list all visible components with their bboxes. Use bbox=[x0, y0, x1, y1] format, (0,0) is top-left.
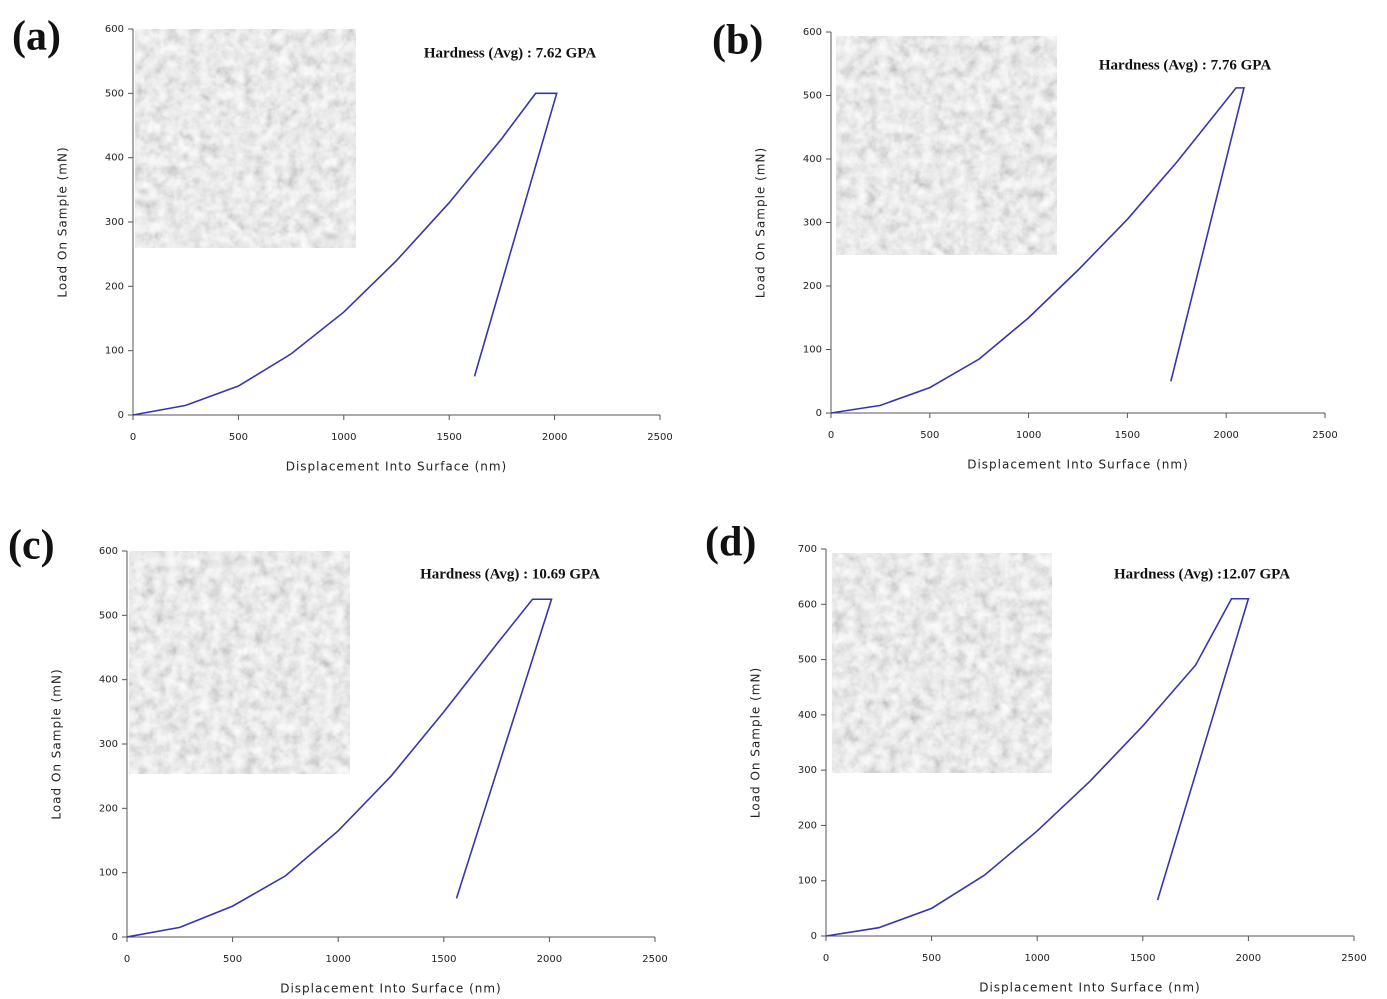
load-curve bbox=[825, 597, 1250, 937]
x-tick-label: 2500 bbox=[1341, 953, 1366, 964]
x-tick-label: 2500 bbox=[647, 432, 672, 443]
y-tick-label: 500 bbox=[99, 610, 118, 621]
hardness-note: Hardness (Avg) : 7.76 GPA bbox=[1099, 57, 1272, 73]
x-tick-label: 2000 bbox=[542, 432, 567, 443]
y-tick-label: 400 bbox=[798, 710, 817, 721]
sem-inset bbox=[832, 553, 1052, 773]
y-tick-label: 300 bbox=[105, 217, 124, 228]
y-axis-label: Load On Sample (mN) bbox=[754, 147, 768, 298]
y-tick-label: 600 bbox=[803, 27, 822, 38]
load-curve bbox=[126, 598, 553, 938]
x-tick-label: 0 bbox=[130, 432, 136, 443]
y-tick-label: 100 bbox=[105, 346, 124, 357]
y-tick-label: 200 bbox=[105, 281, 124, 292]
x-tick-label: 1500 bbox=[1115, 430, 1140, 441]
x-tick-label: 1500 bbox=[1130, 953, 1155, 964]
panel-label: (c) bbox=[8, 523, 55, 569]
y-tick-label: 200 bbox=[99, 803, 118, 814]
x-tick-label: 500 bbox=[922, 953, 941, 964]
panel-label: (b) bbox=[712, 18, 763, 64]
y-tick-label: 0 bbox=[112, 932, 118, 943]
panel-label: (a) bbox=[12, 14, 61, 60]
x-tick-label: 0 bbox=[124, 954, 130, 965]
x-tick-label: 500 bbox=[920, 430, 939, 441]
x-tick-label: 2000 bbox=[1236, 953, 1261, 964]
y-tick-label: 100 bbox=[803, 345, 822, 356]
y-tick-label: 300 bbox=[99, 739, 118, 750]
y-axis-label: Load On Sample (mN) bbox=[749, 667, 763, 818]
y-axis-label: Load On Sample (mN) bbox=[50, 668, 64, 819]
load-curve bbox=[830, 87, 1246, 414]
y-tick-label: 100 bbox=[798, 876, 817, 887]
y-axis-label: Load On Sample (mN) bbox=[56, 146, 70, 297]
y-tick-label: 200 bbox=[798, 820, 817, 831]
y-tick-label: 600 bbox=[99, 546, 118, 557]
x-tick-label: 1000 bbox=[1024, 953, 1049, 964]
x-axis-label: Displacement Into Surface (nm) bbox=[286, 460, 508, 474]
x-tick-label: 1000 bbox=[325, 954, 350, 965]
sem-inset bbox=[836, 36, 1057, 255]
x-axis-label: Displacement Into Surface (nm) bbox=[979, 981, 1201, 995]
x-tick-label: 0 bbox=[823, 953, 829, 964]
y-tick-label: 0 bbox=[816, 408, 822, 419]
y-tick-label: 700 bbox=[798, 544, 817, 555]
x-tick-label: 500 bbox=[229, 432, 248, 443]
load-curve bbox=[132, 92, 558, 416]
x-tick-label: 2000 bbox=[537, 954, 562, 965]
y-tick-label: 500 bbox=[803, 91, 822, 102]
y-tick-label: 200 bbox=[803, 281, 822, 292]
x-tick-label: 1000 bbox=[1016, 430, 1041, 441]
y-tick-label: 600 bbox=[798, 599, 817, 610]
y-tick-label: 100 bbox=[99, 868, 118, 879]
y-tick-label: 500 bbox=[798, 655, 817, 666]
y-tick-label: 500 bbox=[105, 88, 124, 99]
x-tick-label: 2500 bbox=[1312, 430, 1337, 441]
x-tick-label: 500 bbox=[223, 954, 242, 965]
x-tick-label: 2000 bbox=[1213, 430, 1238, 441]
y-tick-label: 0 bbox=[118, 410, 124, 421]
sem-inset bbox=[129, 551, 350, 774]
panel-label: (d) bbox=[705, 520, 756, 566]
hardness-note: Hardness (Avg) :12.07 GPA bbox=[1114, 566, 1290, 582]
y-tick-label: 400 bbox=[803, 154, 822, 165]
sem-inset bbox=[135, 29, 356, 248]
x-axis-label: Displacement Into Surface (nm) bbox=[967, 458, 1189, 472]
hardness-note: Hardness (Avg) : 7.62 GPA bbox=[424, 45, 597, 61]
x-tick-label: 1000 bbox=[331, 432, 356, 443]
y-tick-label: 300 bbox=[803, 218, 822, 229]
y-tick-label: 0 bbox=[811, 931, 817, 942]
y-tick-label: 300 bbox=[798, 765, 817, 776]
y-tick-label: 600 bbox=[105, 24, 124, 35]
x-tick-label: 1500 bbox=[436, 432, 461, 443]
x-tick-label: 2500 bbox=[642, 954, 667, 965]
y-tick-label: 400 bbox=[99, 675, 118, 686]
x-tick-label: 0 bbox=[828, 430, 834, 441]
x-axis-label: Displacement Into Surface (nm) bbox=[280, 982, 502, 996]
hardness-note: Hardness (Avg) : 10.69 GPA bbox=[420, 566, 600, 582]
x-tick-label: 1500 bbox=[431, 954, 456, 965]
y-tick-label: 400 bbox=[105, 153, 124, 164]
